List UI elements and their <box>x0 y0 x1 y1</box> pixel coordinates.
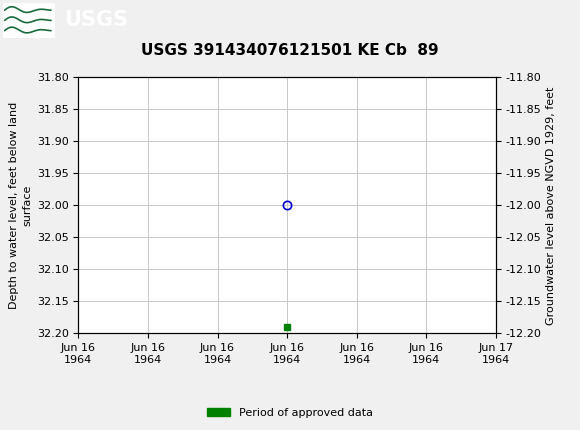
Legend: Period of approved data: Period of approved data <box>203 403 377 422</box>
Bar <box>3 3 55 37</box>
Text: USGS 391434076121501 KE Cb  89: USGS 391434076121501 KE Cb 89 <box>141 43 439 58</box>
Y-axis label: Depth to water level, feet below land
surface: Depth to water level, feet below land su… <box>9 102 32 309</box>
Text: USGS: USGS <box>64 10 128 31</box>
Y-axis label: Groundwater level above NGVD 1929, feet: Groundwater level above NGVD 1929, feet <box>546 86 556 325</box>
